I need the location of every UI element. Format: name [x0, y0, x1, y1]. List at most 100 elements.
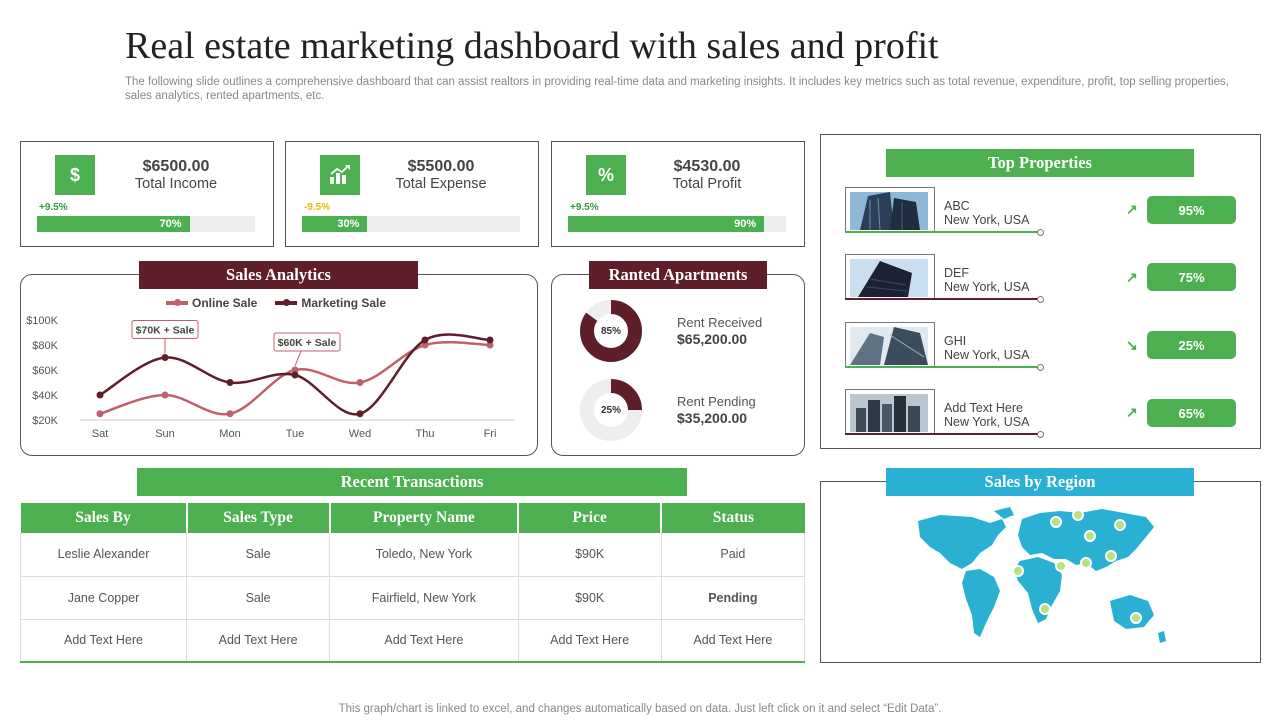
y-tick-label: $80K [32, 340, 58, 352]
world-map-icon [918, 507, 1166, 643]
bar-chart-icon [320, 155, 360, 195]
recent-transactions-title: Recent Transactions [137, 468, 687, 496]
data-point[interactable] [486, 336, 494, 344]
y-tick-label: $40K [32, 390, 58, 402]
sales-analytics-title: Sales Analytics [139, 261, 418, 289]
column-header[interactable]: Property Name [329, 503, 520, 533]
data-point[interactable] [96, 410, 104, 418]
kpi-card-expense[interactable]: $5500.00 Total Expense -9.5% 30% [285, 141, 539, 247]
rent-received-value: $65,200.00 [677, 331, 748, 347]
rent-received-donut[interactable]: 85% [578, 298, 644, 364]
data-point[interactable] [96, 391, 104, 399]
kpi-label: Total Income [134, 176, 218, 192]
property-photo[interactable] [845, 389, 935, 435]
data-point[interactable] [291, 366, 299, 374]
rented-apartments-title: Ranted Apartments [589, 261, 767, 289]
column-header[interactable]: Sales Type [186, 503, 331, 533]
kpi-value: $6500.00 [142, 158, 210, 175]
column-header[interactable]: Sales By [20, 503, 188, 533]
property-pct-badge: 95% [1147, 196, 1236, 224]
map-marker[interactable] [1072, 509, 1084, 521]
world-map[interactable] [910, 505, 1170, 647]
map-marker[interactable] [1114, 519, 1126, 531]
data-point[interactable] [421, 336, 429, 344]
percent-icon: % [586, 155, 626, 195]
map-marker[interactable] [1050, 516, 1062, 528]
kpi-change: -9.5% [304, 202, 331, 213]
rent-pending-donut[interactable]: 25% [578, 377, 644, 443]
property-location: New York, USA [944, 348, 1030, 362]
kpi-card-profit[interactable]: % $4530.00 Total Profit +9.5% 90% [551, 141, 805, 247]
map-marker[interactable] [1039, 603, 1051, 615]
trend-down-icon: ↘ [1126, 337, 1138, 353]
kpi-label: Total Profit [672, 176, 742, 192]
table-cell: Add Text Here [19, 619, 188, 663]
property-photo[interactable] [845, 322, 935, 368]
map-marker[interactable] [1012, 565, 1024, 577]
property-name: ABC [944, 199, 970, 213]
data-point[interactable] [486, 341, 494, 349]
kpi-card-income[interactable]: $ $6500.00 Total Income +9.5% 70% [20, 141, 274, 247]
kpi-progress-fill: 90% [568, 216, 765, 232]
legend-swatch [275, 299, 298, 306]
data-point[interactable] [421, 341, 429, 349]
table-cell: $90K [518, 576, 662, 620]
page-title: Real estate marketing dashboard with sal… [125, 25, 939, 67]
callout-label: $60K + Sale [278, 337, 337, 349]
donut-fill [580, 379, 642, 441]
trend-up-icon: ↗ [1126, 269, 1138, 285]
x-tick-label: Tue [286, 428, 305, 440]
kpi-progress-track: 70% [37, 216, 255, 232]
building-image-icon [850, 192, 928, 230]
kpi-progress-track: 30% [302, 216, 520, 232]
property-divider [845, 296, 1044, 303]
property-photo[interactable] [845, 254, 935, 300]
legend-online-sale[interactable]: Online Sale [166, 296, 257, 310]
sales-by-region-title: Sales by Region [886, 468, 1194, 496]
y-tick-label: $20K [32, 415, 58, 427]
legend-marketing-sale[interactable]: Marketing Sale [275, 296, 386, 310]
trend-up-icon: ↗ [1126, 404, 1138, 420]
data-point[interactable] [291, 371, 299, 379]
table-cell: Leslie Alexander [19, 533, 188, 577]
trend-up-icon: ↗ [1126, 201, 1138, 217]
data-point[interactable] [161, 391, 169, 399]
property-photo[interactable] [845, 187, 935, 233]
legend-swatch [166, 299, 188, 306]
data-point[interactable] [226, 379, 234, 386]
x-tick-label: Fri [484, 428, 497, 440]
property-name: Add Text Here [944, 401, 1023, 415]
table-row[interactable]: Jane Copper Sale Fairfield, New York $90… [19, 576, 806, 620]
region-markers [1012, 509, 1142, 624]
table-row[interactable]: Add Text Here Add Text Here Add Text Her… [19, 619, 806, 663]
y-tick-label: $60K [32, 365, 58, 377]
column-header[interactable]: Status [661, 503, 805, 533]
map-marker[interactable] [1055, 560, 1067, 572]
kpi-progress-track: 90% [568, 216, 786, 232]
sales-line-chart[interactable]: $20K $40K $60K $80K $100K Sat Sun Mon Tue Wed Thu F… [20, 310, 530, 450]
map-marker[interactable] [1130, 612, 1142, 624]
kpi-change: +9.5% [570, 202, 599, 213]
kpi-value: $5500.00 [407, 158, 475, 175]
table-cell: Fairfield, New York [329, 576, 519, 620]
status-cell: Pending [661, 576, 806, 620]
property-divider [845, 229, 1044, 236]
map-marker[interactable] [1084, 530, 1096, 542]
property-divider [845, 431, 1044, 438]
table-row[interactable]: Leslie Alexander Sale Toledo, New York $… [19, 533, 806, 577]
callout-label: $70K + Sale [136, 325, 195, 337]
table-cell: Toledo, New York [329, 533, 519, 577]
map-marker[interactable] [1105, 550, 1117, 562]
table-cell: Add Text Here [329, 619, 519, 663]
table-cell: Add Text Here [661, 619, 806, 663]
data-point[interactable] [161, 354, 169, 361]
x-tick-label: Sat [92, 428, 109, 440]
data-point[interactable] [356, 410, 364, 418]
map-marker[interactable] [1080, 557, 1092, 569]
legend-label: Online Sale [192, 296, 258, 310]
data-point[interactable] [226, 410, 234, 418]
column-header[interactable]: Price [518, 503, 663, 533]
data-point[interactable] [356, 379, 364, 386]
rent-pending-label: Rent Pending [677, 394, 756, 409]
property-pct-badge: 75% [1147, 263, 1236, 291]
